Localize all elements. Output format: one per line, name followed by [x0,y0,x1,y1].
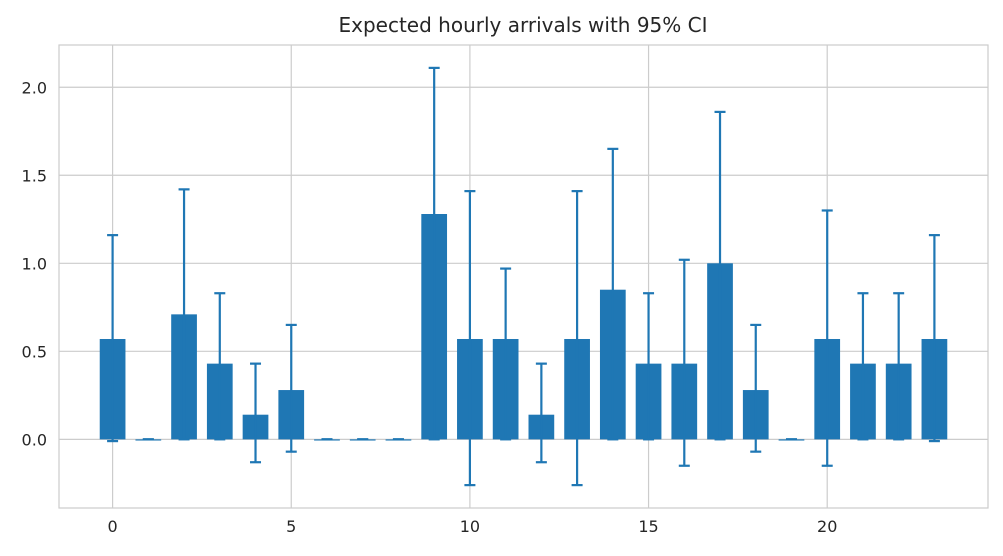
error-bars [107,66,940,487]
y-tick-label: 1.0 [22,254,47,273]
bars [99,214,948,441]
x-tick-label: 5 [286,517,296,536]
grid [59,45,988,508]
x-tick-label: 15 [638,517,658,536]
y-tick-label: 0.0 [22,430,47,449]
plot-frame [58,44,989,509]
x-tick-label: 10 [460,517,480,536]
chart-title: Expected hourly arrivals with 95% CI [338,13,707,37]
y-tick-label: 0.5 [22,342,47,361]
x-tick-label: 0 [108,517,118,536]
y-tick-label: 1.5 [22,166,47,185]
x-tick-label: 20 [817,517,837,536]
y-axis-ticks: 0.0 0.5 1.0 1.5 2.0 [22,78,47,449]
x-axis-ticks: 0 5 10 15 20 [108,517,838,536]
y-tick-label: 2.0 [22,78,47,97]
